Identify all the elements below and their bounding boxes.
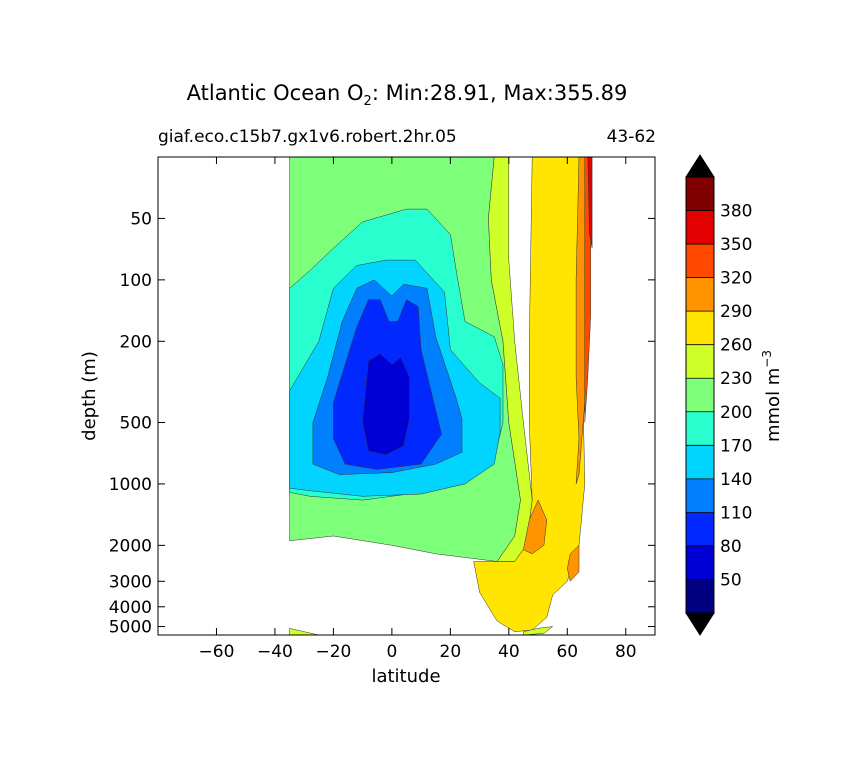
colorbar-segment xyxy=(686,277,714,312)
colorbar-segment xyxy=(686,579,714,614)
colorbar-tick-label: 170 xyxy=(720,436,752,456)
y-tick-label: 2000 xyxy=(109,536,152,556)
x-axis: −60 −40 −20 0 20 40 60 80 xyxy=(199,157,637,662)
colorbar-tick-label: 320 xyxy=(720,269,752,289)
y-tick-label: 50 xyxy=(130,209,152,229)
y-tick-label: 1000 xyxy=(109,475,152,495)
colorbar-tick-label: 50 xyxy=(720,570,742,590)
colorbar-label: mmol m−3 xyxy=(760,350,784,442)
colorbar: 50 80 110 140 170 200 230 260 290 320 350 380 xyxy=(685,154,752,636)
y-tick-label: 100 xyxy=(120,271,152,291)
x-tick-label: −20 xyxy=(315,642,351,662)
contour-region-230-14 xyxy=(523,626,554,635)
y-tick-label: 3000 xyxy=(109,572,152,592)
colorbar-segment xyxy=(686,545,714,580)
colorbar-segment xyxy=(686,311,714,345)
colorbar-tick-label: 290 xyxy=(720,302,752,322)
colorbar-segment xyxy=(686,478,714,513)
colorbar-tick-label: 110 xyxy=(720,503,752,523)
colorbar-tick-label: 380 xyxy=(720,202,752,222)
y-axis-label: depth (m) xyxy=(79,351,100,441)
x-tick-label: −60 xyxy=(199,642,235,662)
contour-field xyxy=(289,157,593,635)
colorbar-extend-min xyxy=(685,612,715,636)
colorbar-tick-label: 80 xyxy=(720,537,742,557)
x-tick-label: 40 xyxy=(498,642,520,662)
contour-region-290-9 xyxy=(523,499,548,555)
colorbar-segment xyxy=(686,512,714,547)
colorbar-tick-label: 230 xyxy=(720,369,752,389)
colorbar-segment xyxy=(686,378,714,413)
colorbar-segment xyxy=(686,244,714,278)
contour-region-50-6 xyxy=(362,353,410,456)
colorbar-segment xyxy=(686,177,714,211)
plot-frame xyxy=(157,156,656,636)
colorbar-extend-max xyxy=(685,154,715,178)
x-tick-label: 60 xyxy=(556,642,578,662)
colorbar-segment xyxy=(686,411,714,446)
colorbar-tick-label: 140 xyxy=(720,470,752,490)
case-name: giaf.eco.c15b7.gx1v6.robert.2hr.05 xyxy=(158,127,457,147)
colorbar-tick-label: 350 xyxy=(720,235,752,255)
x-tick-label: 0 xyxy=(386,642,397,662)
contour-region-350-12 xyxy=(587,157,593,249)
colorbar-segment xyxy=(686,445,714,480)
y-tick-label: 200 xyxy=(120,332,152,352)
contour-region-230-13 xyxy=(289,627,319,635)
x-axis-label: latitude xyxy=(371,666,440,687)
y-tick-label: 5000 xyxy=(109,618,152,638)
colorbar-tick-label: 200 xyxy=(720,403,752,423)
contour-region-290-10 xyxy=(567,544,580,582)
colorbar-frame xyxy=(685,176,715,614)
colorbar-segment xyxy=(686,344,714,379)
y-tick-label: 4000 xyxy=(109,598,152,618)
contour-region-260-7 xyxy=(473,157,586,632)
year-range: 43-62 xyxy=(607,127,656,147)
colorbar-segment xyxy=(686,210,714,245)
colorbar-tick-label: 260 xyxy=(720,336,752,356)
chart-title: Atlantic Ocean O2: Min:28.91, Max:355.89 xyxy=(187,81,628,109)
x-tick-label: −40 xyxy=(257,642,293,662)
y-tick-label: 500 xyxy=(120,413,152,433)
x-tick-label: 80 xyxy=(615,642,637,662)
x-tick-label: 20 xyxy=(440,642,462,662)
